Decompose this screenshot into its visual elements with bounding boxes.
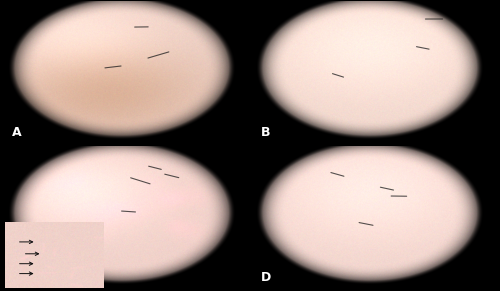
Text: B: B — [261, 126, 270, 139]
Text: D: D — [261, 271, 271, 284]
Text: C: C — [12, 271, 22, 284]
Text: A: A — [12, 126, 22, 139]
